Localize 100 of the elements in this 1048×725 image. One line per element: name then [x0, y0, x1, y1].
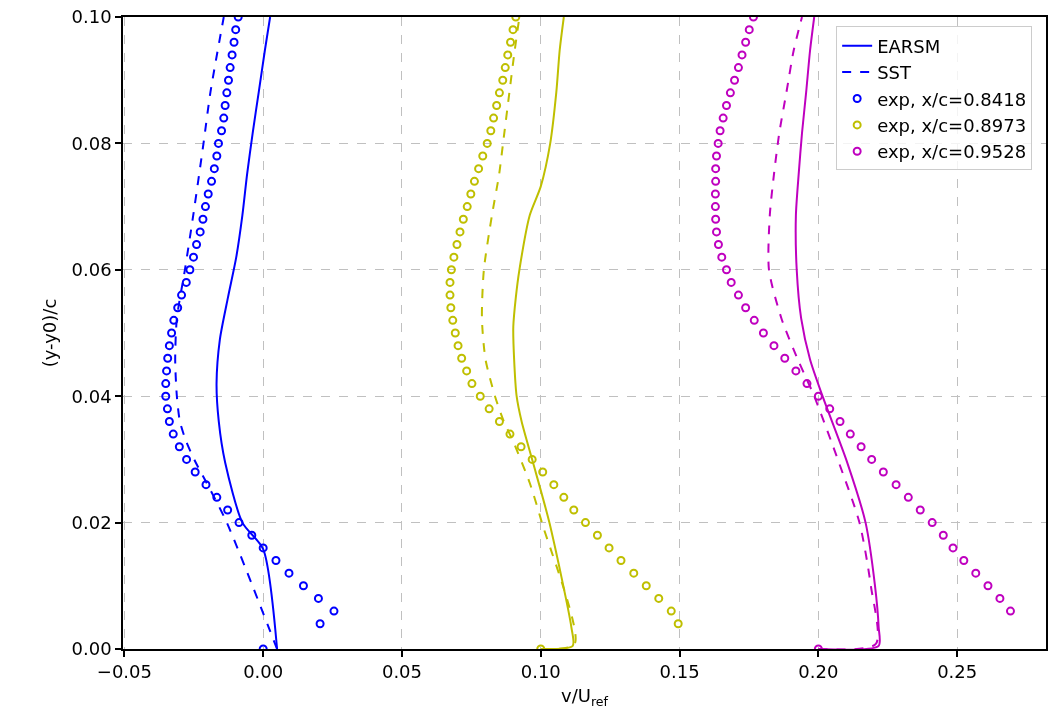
point — [212, 151, 222, 161]
point — [721, 100, 731, 110]
point — [494, 88, 504, 98]
point — [195, 227, 205, 237]
point — [446, 303, 456, 313]
point — [741, 303, 751, 313]
point — [604, 543, 614, 553]
point — [730, 75, 740, 85]
point — [482, 138, 492, 148]
point — [177, 290, 187, 300]
point — [733, 63, 743, 73]
point — [298, 581, 308, 591]
point — [458, 214, 468, 224]
point — [220, 100, 230, 110]
point — [538, 467, 548, 477]
point — [227, 50, 237, 60]
point — [182, 454, 192, 464]
legend-label: SST — [877, 62, 913, 84]
point — [713, 240, 723, 250]
point — [666, 606, 676, 616]
point — [315, 619, 325, 629]
x-tick-label: 0.05 — [381, 661, 423, 683]
point — [721, 265, 731, 275]
point — [271, 556, 281, 566]
point — [845, 429, 855, 439]
point — [744, 25, 754, 35]
point — [313, 593, 323, 603]
point — [867, 454, 877, 464]
point — [569, 505, 579, 515]
point — [641, 581, 651, 591]
point — [654, 593, 664, 603]
point — [780, 353, 790, 363]
y-tick-label: 0.08 — [71, 132, 112, 154]
point — [445, 277, 455, 287]
point — [938, 530, 948, 540]
point — [209, 164, 219, 174]
point — [717, 252, 727, 262]
point — [169, 315, 179, 325]
point — [713, 138, 723, 148]
point — [712, 227, 721, 237]
point — [769, 341, 779, 351]
point — [516, 442, 526, 452]
point — [733, 290, 743, 300]
point — [500, 63, 510, 73]
point — [162, 366, 172, 376]
point — [825, 404, 835, 414]
point — [592, 530, 602, 540]
point — [983, 581, 993, 591]
point — [222, 88, 232, 98]
point — [711, 164, 721, 174]
point — [162, 404, 172, 414]
point — [505, 429, 515, 439]
point — [469, 176, 479, 186]
point — [207, 176, 217, 186]
point — [474, 164, 484, 174]
point — [453, 341, 463, 351]
point — [616, 556, 626, 566]
point — [478, 151, 488, 161]
point — [448, 315, 458, 325]
point — [449, 252, 459, 262]
point — [200, 202, 210, 212]
point — [971, 568, 981, 578]
point — [711, 214, 721, 224]
point — [726, 277, 736, 287]
point — [758, 328, 768, 338]
point — [995, 593, 1005, 603]
y-tick-label: 0.06 — [71, 259, 112, 281]
x-axis-title: v/U$_{ref}$ — [561, 684, 609, 709]
point — [203, 189, 213, 199]
x-tick-label: −0.05 — [96, 661, 152, 683]
point — [1005, 606, 1015, 616]
y-tick-label: 0.02 — [71, 511, 112, 533]
point — [164, 341, 174, 351]
legend-label: exp, x/c=0.9528 — [877, 141, 1027, 163]
point — [181, 277, 191, 287]
point — [231, 25, 241, 35]
y-tick-label: 0.04 — [71, 385, 112, 407]
point — [161, 379, 171, 389]
point — [813, 391, 823, 401]
point — [484, 404, 494, 414]
point — [710, 202, 720, 212]
point — [462, 202, 472, 212]
point — [741, 37, 751, 47]
point — [710, 189, 720, 199]
x-tick-label: 0.00 — [243, 661, 284, 683]
point — [457, 353, 467, 363]
y-tick-label: 0.10 — [71, 6, 112, 28]
point — [164, 416, 174, 426]
point — [948, 543, 958, 553]
point — [467, 379, 477, 389]
point — [229, 37, 239, 47]
point — [192, 240, 202, 250]
point — [711, 176, 721, 186]
point — [802, 379, 812, 389]
y-tick-label: 0.00 — [71, 638, 112, 660]
point — [903, 492, 913, 502]
point — [791, 366, 801, 376]
point — [161, 391, 171, 401]
point — [201, 480, 211, 490]
point — [489, 113, 499, 123]
